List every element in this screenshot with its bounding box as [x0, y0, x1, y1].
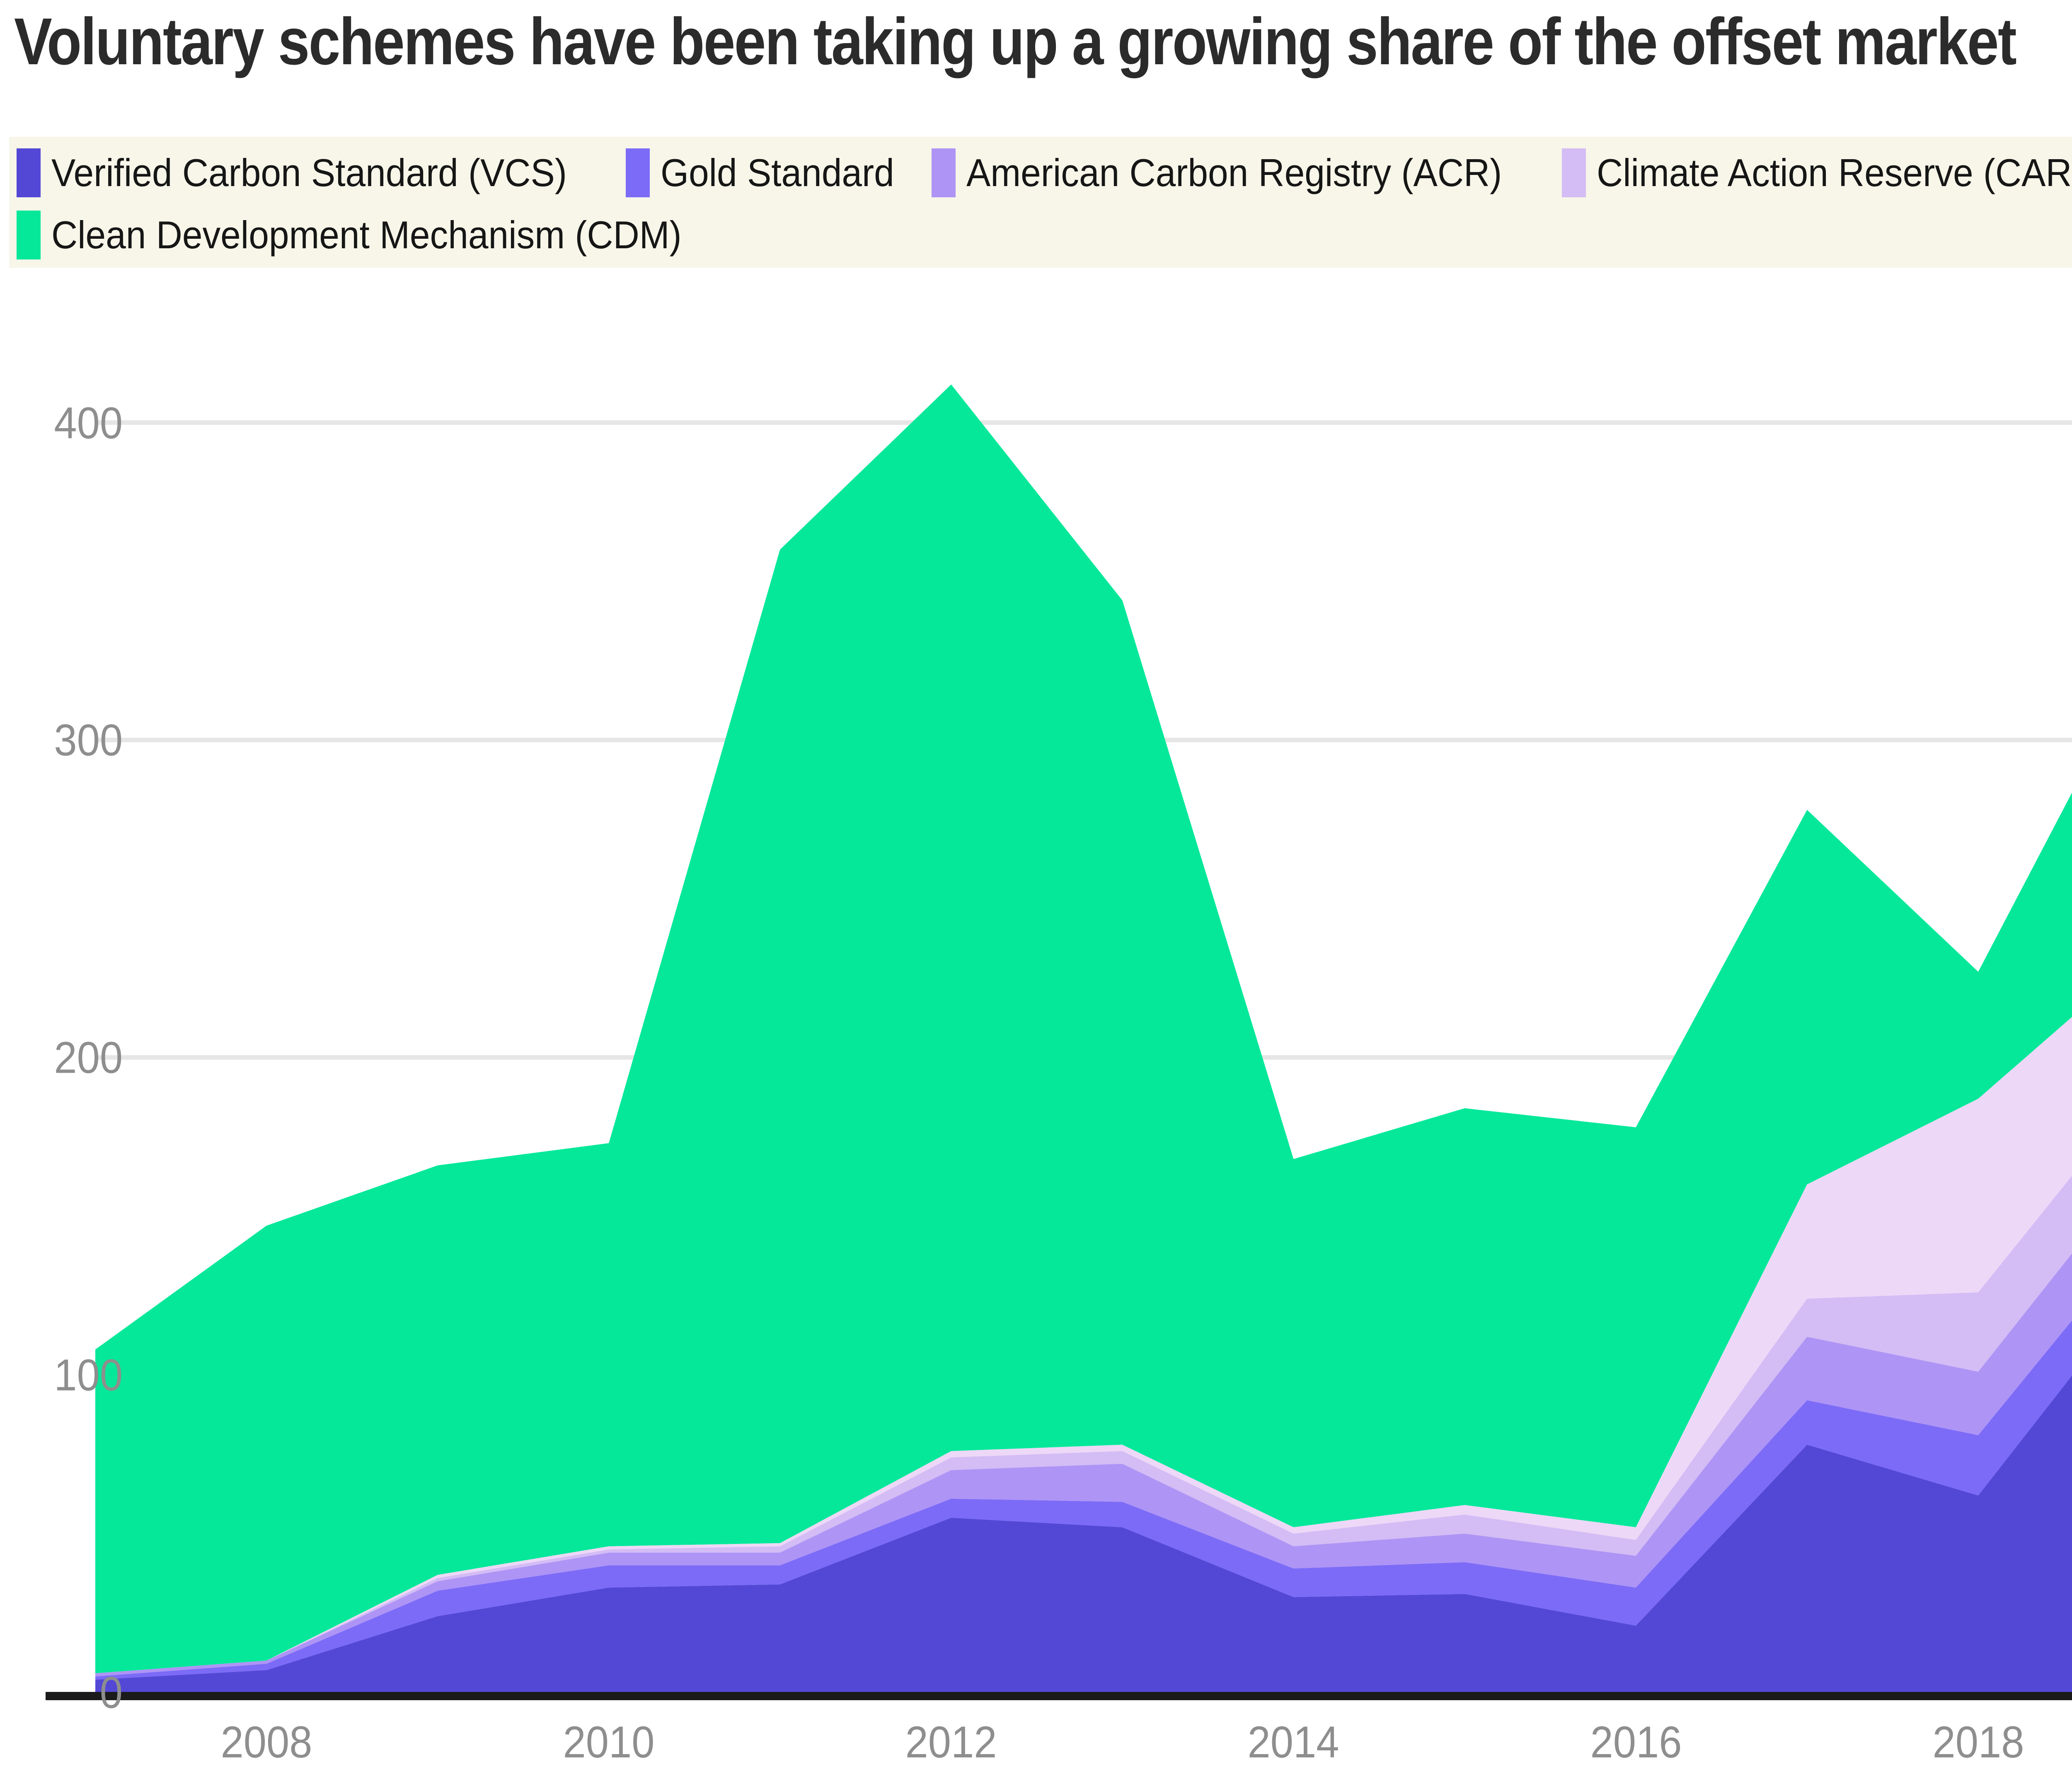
chart-legend: Verified Carbon Standard (VCS) Gold Stand… [17, 142, 2072, 266]
legend-background [9, 137, 2072, 268]
x-tick-label-2012: 2012 [905, 1717, 997, 1767]
legend-item-gold[interactable]: Gold Standard [625, 142, 912, 204]
x-tick-label-2018: 2018 [1932, 1717, 2024, 1767]
legend-label-car: Climate Action Reserve (CAR) [1597, 151, 2072, 194]
legend-swatch-car [1562, 148, 1586, 197]
y-tick-label-400: 400 [54, 397, 123, 448]
legend-label-gold: Gold Standard [660, 151, 894, 194]
area-series-5 [95, 384, 2072, 1674]
y-tick-label-100: 100 [54, 1350, 123, 1400]
area-series-0 [95, 1375, 2072, 1692]
chart-title: Voluntary schemes have been taking up a … [14, 4, 2017, 78]
x-tick-label-2008: 2008 [220, 1717, 312, 1767]
legend-swatch-vcs [17, 148, 41, 197]
legend-label-cdm: Clean Development Mechanism (CDM) [51, 213, 682, 257]
y-tick-label-200: 200 [54, 1032, 123, 1083]
legend-swatch-acr [931, 148, 956, 197]
area-series-2 [95, 1253, 2072, 1677]
legend-label-vcs: Verified Carbon Standard (VCS) [51, 151, 567, 194]
x-tick-label-2016: 2016 [1590, 1717, 1682, 1767]
legend-item-acr[interactable]: American Carbon Registry (ACR) [931, 142, 1542, 204]
x-tick-label-2014: 2014 [1247, 1717, 1339, 1767]
legend-swatch-cdm [17, 211, 41, 259]
y-tick-label-300: 300 [54, 715, 123, 765]
legend-swatch-gold [625, 148, 650, 197]
legend-item-car[interactable]: Climate Action Reserve (CAR) [1562, 142, 2072, 204]
legend-label-acr: American Carbon Registry (ACR) [966, 151, 1502, 194]
area-series-4 [95, 1017, 2072, 1674]
area-series-1 [95, 1320, 2072, 1680]
y-tick-label-0: 0 [99, 1667, 123, 1718]
x-tick-label-2010: 2010 [563, 1717, 655, 1767]
legend-item-vcs[interactable]: Verified Carbon Standard (VCS) [17, 142, 606, 204]
legend-item-cdm[interactable]: Clean Development Mechanism (CDM) [17, 204, 729, 266]
area-series-3 [95, 1175, 2072, 1674]
